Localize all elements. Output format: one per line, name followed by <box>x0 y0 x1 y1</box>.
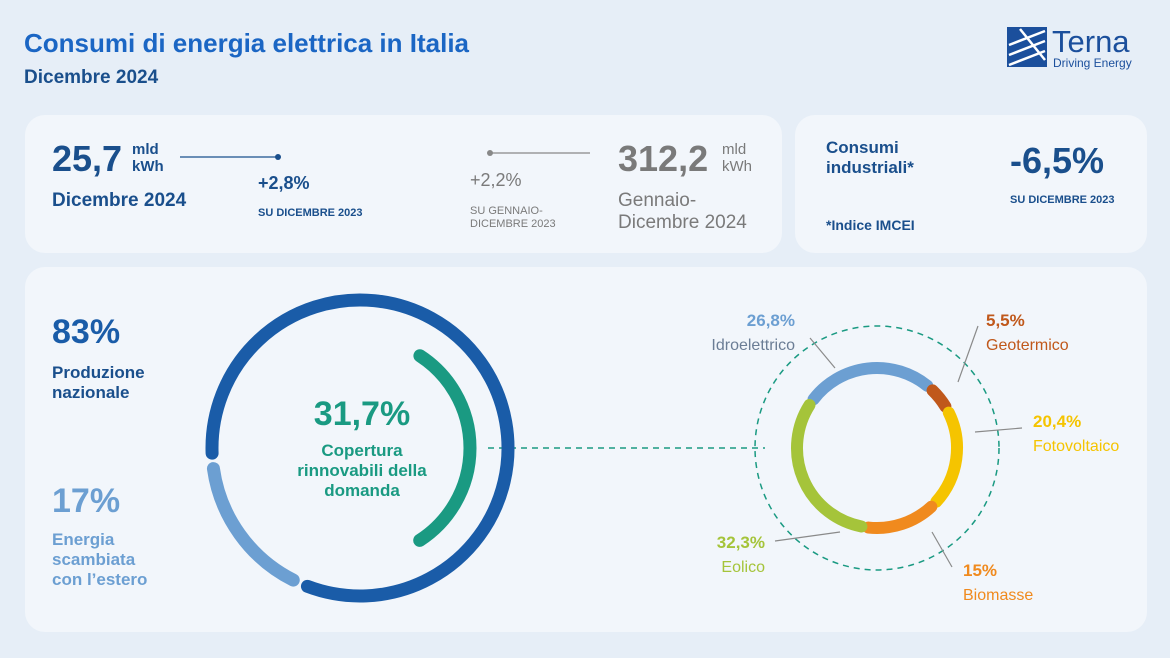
subtitle: Dicembre 2024 <box>24 67 159 88</box>
kpi-unit: mld <box>132 141 159 158</box>
ring-segment <box>205 293 515 603</box>
source-name: Idroelettrico <box>711 337 795 354</box>
kpi-unit: kWh <box>132 158 164 175</box>
source-share: 5,5% <box>986 311 1025 330</box>
source-name: Eolico <box>721 559 765 576</box>
kpi-change-label: SU GENNAIO-DICEMBRE 2023 <box>470 205 556 230</box>
ring-segment <box>930 406 963 508</box>
kpi-change: +2,8% <box>258 173 310 193</box>
dashed-ring <box>754 325 1000 571</box>
logo-icon <box>1007 27 1047 67</box>
coverage-label: Copertura rinnovabili della domanda <box>297 441 427 501</box>
source-share: 26,8% <box>746 311 795 330</box>
kpi-value: -6,5% <box>1010 140 1105 181</box>
source-name: Geotermico <box>986 337 1069 354</box>
kpi-note: *Indice IMCEI <box>826 217 915 233</box>
kpi-period: Dicembre 2024 <box>52 190 187 211</box>
source-share: 15% <box>963 561 998 580</box>
ring-segment <box>791 399 868 533</box>
source-name: Biomasse <box>963 587 1034 604</box>
source-share: 32,3% <box>716 533 765 552</box>
ring-segment <box>926 384 952 413</box>
kpi-card <box>25 115 782 253</box>
logo-name: Terna <box>1052 24 1130 59</box>
ring-segment <box>862 500 938 534</box>
kpi-change: +2,2% <box>470 170 522 190</box>
ring-segment <box>807 362 934 406</box>
kpi-value: 25,7 <box>52 138 123 179</box>
kpi-unit: mld <box>722 141 747 158</box>
kpi-change-label: SU DICEMBRE 2023 <box>258 207 363 219</box>
kpi-unit: kWh <box>722 158 752 175</box>
kpi-value: 312,2 <box>618 138 709 179</box>
share-label: Produzione nazionale <box>52 363 145 403</box>
kpi-card <box>795 115 1147 253</box>
logo-tagline: Driving Energy <box>1053 56 1132 70</box>
share-value: 83% <box>52 313 121 351</box>
share-value: 17% <box>52 482 121 520</box>
kpi-period: Gennaio-Dicembre 2024 <box>618 190 747 234</box>
title: Consumi di energia elettrica in Italia <box>24 28 470 58</box>
coverage-arc <box>413 349 477 547</box>
coverage-value: 31,7% <box>313 395 411 433</box>
ring-segment <box>206 462 300 587</box>
kpi-label: Consumi industriali* <box>826 138 914 178</box>
source-name: Fotovoltaico <box>1033 438 1120 455</box>
share-label: Energia scambiata con l’estero <box>52 530 148 590</box>
kpi-change-label: SU DICEMBRE 2023 <box>1010 194 1115 206</box>
kpi-connector <box>180 150 590 160</box>
leader-lines <box>774 325 1023 568</box>
source-share: 20,4% <box>1033 412 1082 431</box>
